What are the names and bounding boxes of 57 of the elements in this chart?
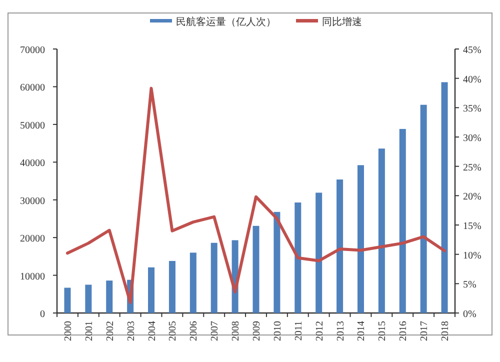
bar [336, 179, 344, 313]
x-tick-label: 2014 [356, 321, 368, 341]
bar [106, 280, 113, 313]
bar [316, 192, 322, 313]
bar [378, 148, 385, 313]
x-tick-label: 2013 [335, 321, 346, 341]
x-tick-label: 2004 [146, 321, 158, 341]
line-series [66, 86, 446, 304]
bar [294, 202, 302, 313]
x-tick-label: 2011 [293, 321, 304, 341]
bar [64, 288, 71, 313]
y2-tick-label: 15% [463, 221, 482, 232]
y-tick-label: 60000 [20, 82, 45, 94]
bar [85, 284, 92, 313]
bar [168, 260, 176, 313]
y-tick-label: 10000 [20, 271, 45, 282]
x-tick-label: 2003 [126, 321, 137, 341]
x-tick-label: 2017 [419, 321, 430, 341]
x-tick-label: 2015 [377, 321, 388, 341]
y2-tick-label: 5% [463, 280, 476, 291]
bar [252, 226, 260, 313]
bar [441, 82, 448, 313]
x-tick-label: 2002 [104, 321, 116, 341]
x-tick-label: 2005 [168, 321, 179, 341]
y2-tick-label: 25% [463, 162, 482, 174]
x-tick-label: 2009 [252, 321, 262, 341]
legend-label: 同比增速 [322, 16, 362, 28]
x-tick-label: 2008 [230, 321, 242, 341]
y-tick-label: 70000 [20, 45, 45, 56]
bar [210, 242, 218, 313]
y2-tick-label: 0% [463, 309, 476, 320]
x-tick-label: 2006 [188, 321, 200, 341]
y-tick-label: 40000 [20, 158, 45, 170]
bar [148, 267, 155, 313]
y-tick-label: 50000 [20, 120, 45, 132]
bar [274, 212, 280, 313]
bar [190, 252, 196, 313]
x-tick-label: 2018 [440, 321, 452, 341]
x-tick-label: 2012 [314, 321, 326, 341]
legend-label: 民航客运量（亿人次） [176, 16, 276, 28]
y-tick-label: 0 [40, 309, 45, 320]
y-tick-label: 20000 [20, 234, 45, 245]
y2-tick-label: 20% [463, 192, 482, 203]
bar [357, 165, 364, 313]
y2-tick-label: 10% [463, 250, 482, 262]
bar [420, 104, 427, 313]
x-tick-label: 2000 [62, 321, 74, 341]
y2-tick-label: 35% [463, 104, 482, 115]
y2-tick-label: 30% [463, 133, 482, 144]
x-tick-label: 2007 [210, 321, 221, 341]
x-tick-label: 2016 [398, 321, 410, 341]
x-tick-label: 2001 [84, 321, 95, 341]
y2-tick-label: 45% [463, 45, 482, 56]
x-tick-label: 2010 [272, 321, 284, 341]
y-tick-label: 30000 [20, 196, 45, 207]
y2-tick-label: 40% [463, 74, 482, 86]
bar [399, 128, 406, 313]
